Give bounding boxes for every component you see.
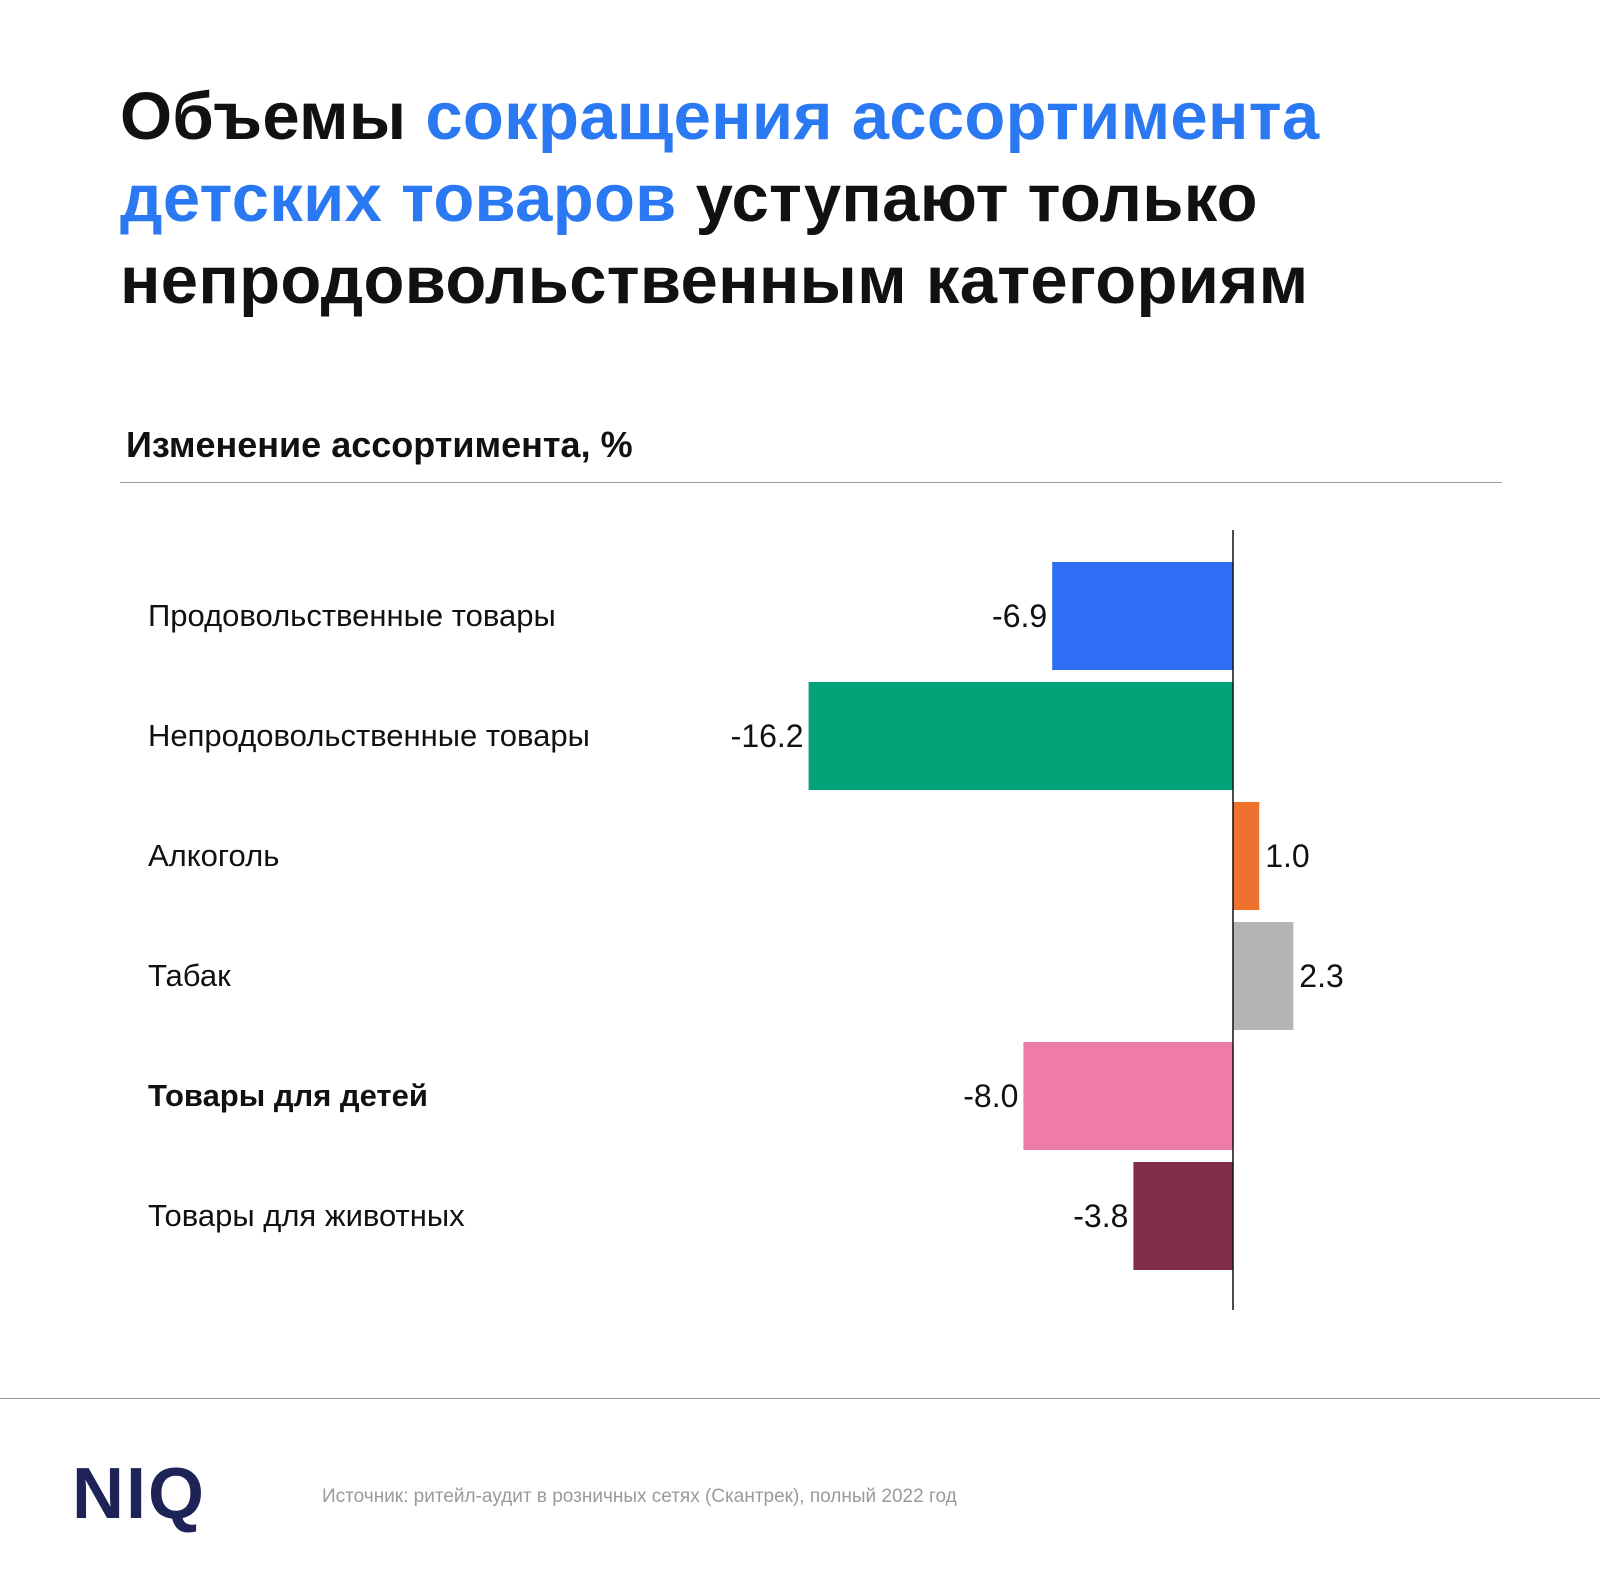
bar-5 bbox=[1133, 1162, 1233, 1270]
bar-3 bbox=[1233, 922, 1294, 1030]
bar-chart: Продовольственные товары -6.9 Непродовольс… bbox=[148, 530, 1344, 1310]
category-label-5: Товары для животных bbox=[148, 1198, 465, 1233]
chart-title-divider bbox=[120, 482, 1502, 483]
value-label-4: -8.0 bbox=[963, 1078, 1018, 1114]
category-label-1: Непродовольственные товары bbox=[148, 718, 590, 753]
chart-title: Изменение ассортимента, % bbox=[126, 424, 633, 465]
bar-4 bbox=[1023, 1042, 1233, 1150]
category-label-0: Продовольственные товары bbox=[148, 598, 556, 633]
value-label-3: 2.3 bbox=[1299, 958, 1343, 994]
title-part-2: уступают только непродовольственным кате… bbox=[120, 161, 1309, 318]
bar-1 bbox=[808, 682, 1233, 790]
bar-0 bbox=[1052, 562, 1233, 670]
page-title: Объемы сокращения ассортимента детских т… bbox=[120, 76, 1520, 322]
value-label-2: 1.0 bbox=[1265, 838, 1309, 874]
footer-divider bbox=[0, 1398, 1600, 1399]
value-label-1: -16.2 bbox=[731, 718, 804, 754]
title-part-1: Объемы bbox=[120, 79, 426, 154]
bar-2 bbox=[1233, 802, 1260, 910]
category-label-3: Табак bbox=[148, 958, 231, 993]
category-label-4: Товары для детей bbox=[148, 1078, 428, 1113]
title-highlight: сокращения ассортимента детских товаров bbox=[120, 79, 1320, 236]
niq-logo: NIQ bbox=[72, 1454, 207, 1534]
category-label-2: Алкоголь bbox=[148, 838, 279, 873]
source-note: Источник: ритейл-аудит в розничных сетях… bbox=[322, 1486, 957, 1507]
value-label-5: -3.8 bbox=[1073, 1198, 1128, 1234]
value-label-0: -6.9 bbox=[992, 598, 1047, 634]
